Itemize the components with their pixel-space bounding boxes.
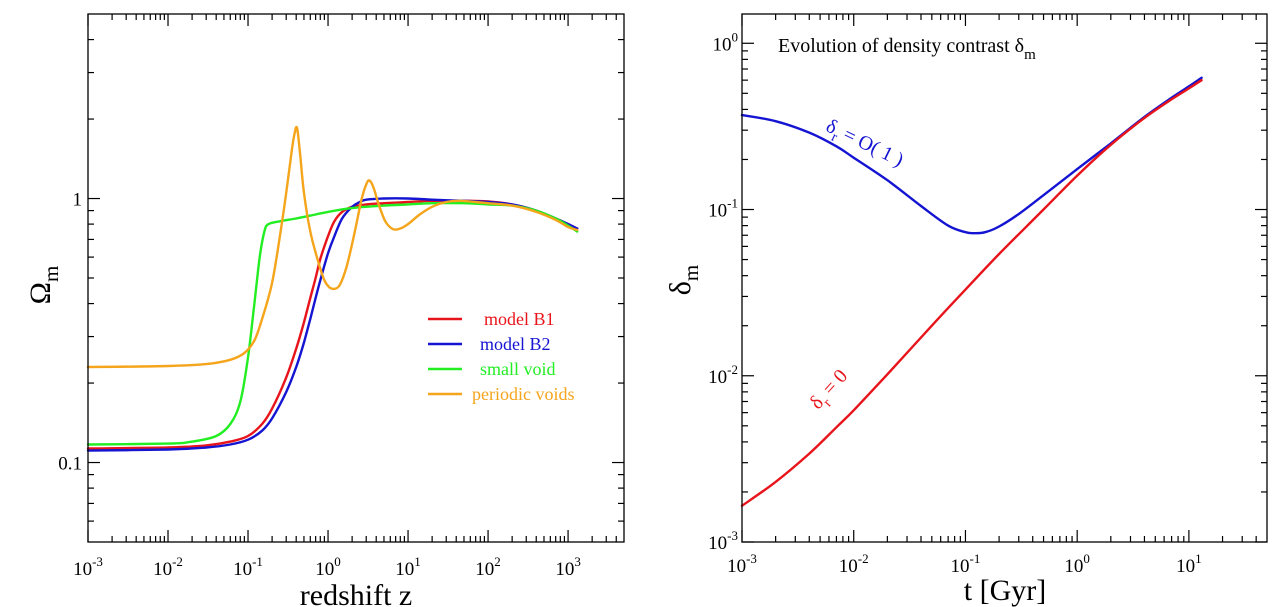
- delta-x-tick-label: 100: [1064, 551, 1090, 577]
- omega-series-model-B2: [86, 197, 579, 452]
- delta-chart-title-sub: m: [1024, 47, 1036, 63]
- delta-plot-frame: [741, 13, 1268, 543]
- omega-x-tick-label: 10-2: [153, 554, 183, 580]
- omega-legend-label: model B2: [480, 334, 551, 354]
- omega-x-tick-label: 10-3: [73, 554, 103, 580]
- delta-y-axis-title: δm: [664, 265, 703, 295]
- omega-y-axis-title: Ωm: [24, 266, 63, 305]
- omega-x-axis-title: redshift z: [300, 579, 412, 607]
- delta-y-tick-label: 100: [713, 29, 739, 55]
- delta-x-axis-title: t [Gyr]: [964, 574, 1046, 607]
- omega-curves: [86, 125, 579, 452]
- omega-legend-item: model B1: [428, 309, 555, 329]
- omega-x-tick-label: 102: [475, 554, 501, 580]
- delta-curves: [740, 76, 1203, 507]
- delta-x-tick-label: 10-1: [951, 551, 981, 577]
- omega-x-tick-label: 103: [555, 554, 581, 580]
- omega-x-tick-label: 101: [395, 554, 421, 580]
- omega-legend-label: model B1: [484, 309, 555, 329]
- omega-y-axis-title-main: Ω: [24, 282, 57, 304]
- delta-annotation-red: δr = 0: [805, 365, 855, 417]
- omega-series-periodic-voids: [86, 125, 579, 369]
- delta-series-blue: [740, 76, 1203, 235]
- omega-legend-item: model B2: [428, 334, 551, 354]
- omega-y-tick-label: 0.1: [58, 454, 82, 475]
- delta-x-tick-label: 10-3: [727, 551, 757, 577]
- omega-x-tick-label: 100: [315, 554, 341, 580]
- delta-x-tick-label: 101: [1176, 551, 1202, 577]
- delta-chart-title: Evolution of density contrast δm: [778, 35, 1036, 63]
- omega-x-tick-label: 10-1: [233, 554, 263, 580]
- delta-y-axis-title-sub: m: [679, 265, 703, 281]
- omega-legend-item: small void: [428, 359, 556, 379]
- delta-x-tick-label: 10-2: [839, 551, 869, 577]
- omega-plot-frame: [87, 13, 625, 543]
- omega-legend-item: periodic voids: [428, 384, 574, 404]
- delta-ticks: 10-3 10-2 10-1 100 101 10-3 10-2 10-1 100: [708, 14, 1267, 577]
- omega-y-axis-title-sub: m: [39, 266, 63, 282]
- omega-legend-label: periodic voids: [472, 384, 574, 404]
- omega-legend-label: small void: [480, 359, 556, 379]
- delta-y-tick-label: 10-1: [708, 196, 738, 222]
- delta-y-tick-label: 10-3: [708, 528, 738, 554]
- delta-chart-title-main: Evolution of density contrast δ: [778, 35, 1024, 57]
- delta-y-axis-title-main: δ: [664, 281, 697, 295]
- omega-y-tick-label: 1: [73, 190, 83, 211]
- delta-series-red: [740, 79, 1203, 507]
- delta-y-tick-label: 10-2: [708, 362, 738, 388]
- omega-legend: model B1 model B2 small void periodic voids: [428, 309, 574, 404]
- delta-panel: 10-3 10-2 10-1 100 101 10-3 10-2 10-1 100 Evolut…: [664, 13, 1268, 607]
- omega-ticks: 10-3 10-2 10-1 100 101 102 103 0.1 1: [58, 14, 624, 580]
